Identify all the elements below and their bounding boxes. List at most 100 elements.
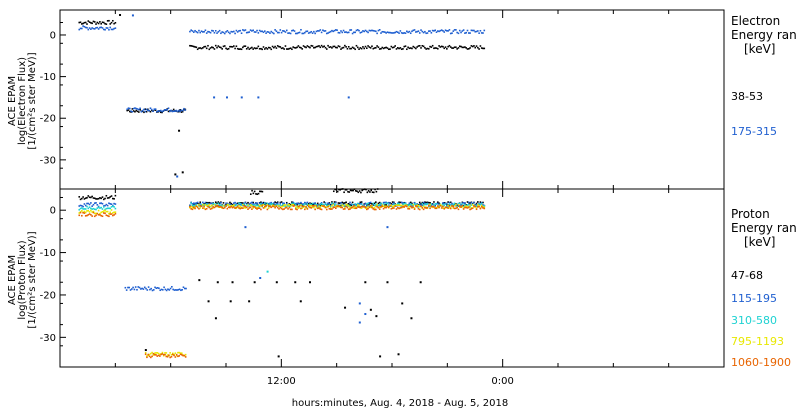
bottom-series-47-68-point	[341, 201, 344, 204]
top-series-175-315-point	[88, 27, 91, 29]
bottom-series-1060-1900-point	[265, 204, 267, 207]
bottom-series-1060-1900-point	[108, 215, 110, 218]
bottom-series-795-1193-point	[360, 207, 363, 209]
top-series-38-53-point	[181, 171, 184, 174]
bottom-series-310-580-point	[191, 204, 194, 206]
top-series-38-53-point	[251, 46, 253, 49]
bottom-series-1060-1900-point	[179, 353, 182, 356]
bottom-series-47-68-point	[205, 201, 208, 204]
top-series-175-315-point	[252, 29, 254, 32]
top-series-175-315-point	[204, 29, 207, 32]
bottom-series-1060-1900-point	[462, 208, 465, 210]
bottom-series-47-68-point	[384, 204, 386, 207]
bottom-series-310-580-point	[314, 203, 316, 206]
top-series-175-315-point	[294, 32, 297, 35]
bottom-series-47-68-point	[334, 188, 336, 191]
top-series-38-53-point	[81, 23, 83, 25]
bottom-series-47-68-point	[426, 201, 429, 204]
top-series-175-315-point	[457, 32, 460, 35]
bottom-y-tick-label: -10	[40, 248, 56, 259]
bottom-series-1060-1900-point	[393, 207, 395, 209]
top-series-175-315-point	[385, 32, 387, 34]
bottom-series-115-195-point	[136, 288, 138, 291]
bottom-series-795-1193-point	[431, 206, 434, 209]
bottom-series-115-195-point	[464, 202, 466, 204]
bottom-series-1060-1900-point	[406, 205, 408, 208]
top-series-38-53-point	[475, 45, 478, 47]
bottom-series-795-1193-point	[408, 205, 411, 208]
top-series-38-53-point	[101, 21, 104, 24]
bottom-series-795-1193-point	[170, 353, 173, 356]
bottom-series-1060-1900-point	[236, 205, 239, 208]
bottom-series-310-580-point	[200, 203, 203, 206]
proton-legend: Proton Energy ran [keV] 47-68 115-195 31…	[731, 207, 797, 369]
top-series-38-53-point	[145, 110, 148, 113]
bottom-series-115-195-point	[191, 203, 194, 205]
bottom-series-1060-1900-point	[301, 205, 304, 207]
bottom-series-115-195-point	[145, 287, 147, 290]
bottom-series-1060-1900-point	[482, 207, 484, 209]
top-series-38-53-point	[320, 44, 323, 47]
top-series-38-53-point	[99, 21, 101, 23]
bottom-series-115-195-point	[267, 202, 270, 205]
bottom-series-310-580-point	[217, 202, 220, 205]
top-series-175-315-point	[300, 28, 302, 31]
top-series-175-315-point	[304, 31, 306, 34]
bottom-series-310-580-point	[274, 204, 276, 207]
bottom-series-115-195-point	[131, 288, 133, 290]
bottom-series-1060-1900-point	[257, 207, 260, 210]
bottom-series-1060-1900-point	[190, 208, 193, 210]
bottom-series-1060-1900-point	[220, 205, 222, 208]
bottom-series-795-1193-point	[257, 206, 260, 208]
bottom-series-47-68-point	[427, 201, 430, 204]
bottom-series-795-1193-point	[104, 209, 106, 212]
top-series-38-53-point	[88, 21, 91, 23]
bottom-series-795-1193-point	[159, 353, 161, 356]
bottom-series-1060-1900-point	[346, 206, 349, 209]
top-series-175-315-point	[191, 30, 194, 32]
bottom-series-115-195-point	[233, 202, 235, 204]
top-series-38-53-point	[104, 22, 106, 25]
top-series-38-53-point	[87, 20, 90, 22]
bottom-series-115-195-point	[105, 203, 108, 206]
bottom-series-310-580-point	[253, 204, 256, 206]
bottom-series-115-195-point	[110, 203, 113, 205]
bottom-series-795-1193-point	[90, 209, 92, 212]
top-series-175-315-point	[335, 29, 337, 31]
bottom-series-1060-1900-point	[293, 204, 296, 207]
bottom-series-310-580-point	[282, 203, 284, 206]
bottom-series-795-1193-point	[439, 203, 442, 206]
bottom-series-795-1193-point	[440, 205, 443, 207]
bottom-series-47-68-point	[386, 281, 389, 284]
bottom-series-795-1193-point	[226, 203, 229, 206]
top-series-175-315-point	[353, 31, 355, 34]
top-series-175-315-point	[234, 32, 236, 35]
bottom-series-115-195-point	[229, 203, 231, 205]
top-series-175-315-point	[451, 32, 453, 34]
top-series-175-315-point	[287, 32, 289, 34]
bottom-series-1060-1900-point	[194, 207, 196, 210]
top-series-38-53-point	[248, 48, 251, 50]
top-series-38-53-point	[420, 47, 422, 49]
top-series-175-315-point	[171, 110, 174, 113]
bottom-series-47-68-point	[422, 202, 425, 205]
bottom-series-115-195-point	[172, 288, 174, 291]
bottom-series-115-195-point	[282, 202, 284, 204]
bottom-series-115-195-point	[355, 203, 358, 206]
bottom-series-115-195-point	[443, 202, 446, 205]
top-series-38-53-point	[203, 45, 205, 48]
bottom-ylabel-line-1: ACE EPAM	[7, 255, 18, 305]
bottom-series-47-68-point	[356, 190, 358, 193]
bottom-series-47-68-point	[299, 300, 302, 303]
proton-legend-47-68: 47-68	[731, 269, 763, 282]
top-series-38-53-point	[114, 21, 117, 24]
bottom-series-115-195-point	[189, 204, 191, 207]
bottom-series-1060-1900-point	[168, 354, 170, 356]
bottom-series-1060-1900-point	[319, 208, 322, 210]
bottom-series-310-580-point	[271, 202, 274, 205]
bottom-series-795-1193-point	[100, 211, 102, 214]
bottom-series-115-195-point	[100, 202, 102, 204]
top-series-38-53-point	[236, 47, 239, 50]
bottom-series-115-195-point	[199, 202, 202, 205]
top-series-175-315-point	[207, 30, 209, 33]
